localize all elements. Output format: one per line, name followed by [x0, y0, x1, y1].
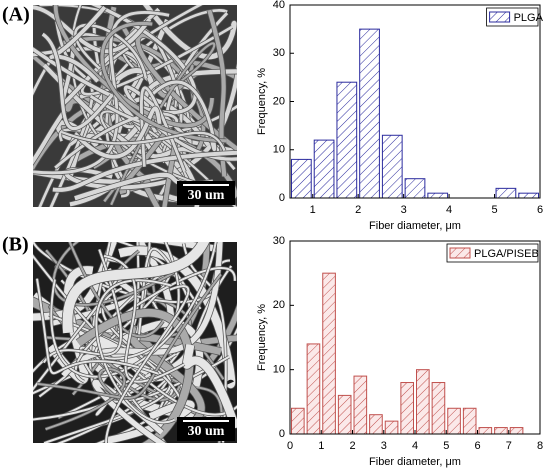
y-tick-label: 30: [273, 47, 285, 59]
bar: [495, 187, 517, 199]
panel-label: (B): [2, 234, 29, 256]
fiber: [41, 32, 113, 131]
x-tick-label: 3: [381, 440, 387, 452]
x-tick-label: 6: [474, 440, 480, 452]
bar: [427, 192, 449, 199]
fiber: [45, 368, 126, 431]
y-tick-label: 40: [273, 0, 285, 11]
fiber: [73, 106, 162, 159]
bar: [509, 427, 524, 435]
fiber: [62, 242, 210, 334]
fiber: [52, 242, 179, 306]
fiber: [92, 379, 166, 443]
bar: [381, 134, 403, 199]
bar: [447, 407, 461, 435]
y-tick-label: 30: [273, 235, 285, 247]
bar: [359, 28, 380, 199]
x-tick-label: 0: [287, 440, 293, 452]
fiber: [110, 42, 216, 206]
fiber: [61, 242, 223, 378]
fiber: [42, 63, 204, 159]
fiber: [36, 278, 159, 375]
fiber: [95, 279, 176, 424]
fiber: [61, 130, 226, 152]
x-tick-label: 2: [355, 204, 361, 216]
bar: [291, 158, 312, 199]
fiber: [49, 5, 107, 83]
bar: [404, 178, 426, 199]
bar: [478, 427, 493, 435]
fiber: [37, 273, 222, 400]
fiber: [74, 267, 236, 383]
legend-swatch: [489, 11, 511, 23]
bar: [518, 192, 539, 199]
fiber: [54, 94, 179, 169]
x-tick-label: 8: [537, 440, 543, 452]
bar: [322, 272, 336, 435]
y-tick-label: 20: [273, 95, 285, 107]
y-tick-label: 20: [273, 299, 285, 311]
fiber: [138, 242, 219, 320]
y-tick-label: 10: [273, 144, 285, 156]
x-axis-label: Fiber diameter, μm: [369, 220, 461, 232]
fiber: [33, 5, 152, 54]
legend-swatch: [449, 247, 471, 259]
bar: [384, 420, 399, 435]
bar: [291, 407, 305, 435]
x-tick-label: 7: [506, 440, 512, 452]
bar: [337, 394, 352, 435]
fiber: [33, 254, 237, 416]
x-tick-label: 2: [349, 440, 355, 452]
scale-bar-label: 30 um: [188, 188, 225, 203]
bar: [353, 375, 368, 435]
y-tick-label: 10: [273, 364, 285, 376]
fiber: [81, 5, 233, 96]
fiber: [182, 343, 237, 430]
fiber: [105, 79, 130, 198]
bar: [306, 343, 321, 435]
fiber: [43, 313, 172, 443]
fiber: [33, 5, 197, 115]
bar: [313, 139, 335, 199]
legend-label: PLGA: [514, 12, 544, 24]
legend-label: PLGA/PISEB: [474, 248, 539, 260]
bar: [369, 414, 383, 435]
fiber: [52, 150, 237, 192]
x-tick-label: 1: [318, 440, 324, 452]
bar: [494, 427, 508, 435]
panel-label: (A): [2, 4, 30, 26]
x-tick-label: 5: [491, 204, 497, 216]
bar: [431, 382, 446, 435]
x-tick-label: 1: [310, 204, 316, 216]
bar: [416, 369, 430, 435]
x-tick-label: 5: [443, 440, 449, 452]
fiber: [64, 168, 168, 190]
bar: [336, 81, 358, 199]
fiber: [105, 285, 190, 443]
fiber: [68, 242, 165, 338]
fiber: [143, 5, 237, 60]
fiber-group: [33, 5, 237, 207]
fiber: [33, 242, 219, 303]
bar: [462, 407, 477, 435]
y-tick-label: 0: [279, 192, 285, 204]
y-axis-label: Frequency, %: [256, 68, 268, 135]
bar: [400, 382, 414, 435]
fiber: [149, 80, 217, 152]
scale-bar-label: 30 um: [188, 424, 225, 439]
fiber: [50, 242, 217, 378]
y-tick-label: 0: [279, 428, 285, 440]
x-tick-label: 3: [401, 204, 407, 216]
x-tick-label: 4: [446, 204, 452, 216]
x-axis-label: Fiber diameter, μm: [369, 456, 461, 468]
x-tick-label: 6: [537, 204, 543, 216]
y-axis-label: Frequency, %: [256, 304, 268, 371]
x-tick-label: 4: [412, 440, 418, 452]
